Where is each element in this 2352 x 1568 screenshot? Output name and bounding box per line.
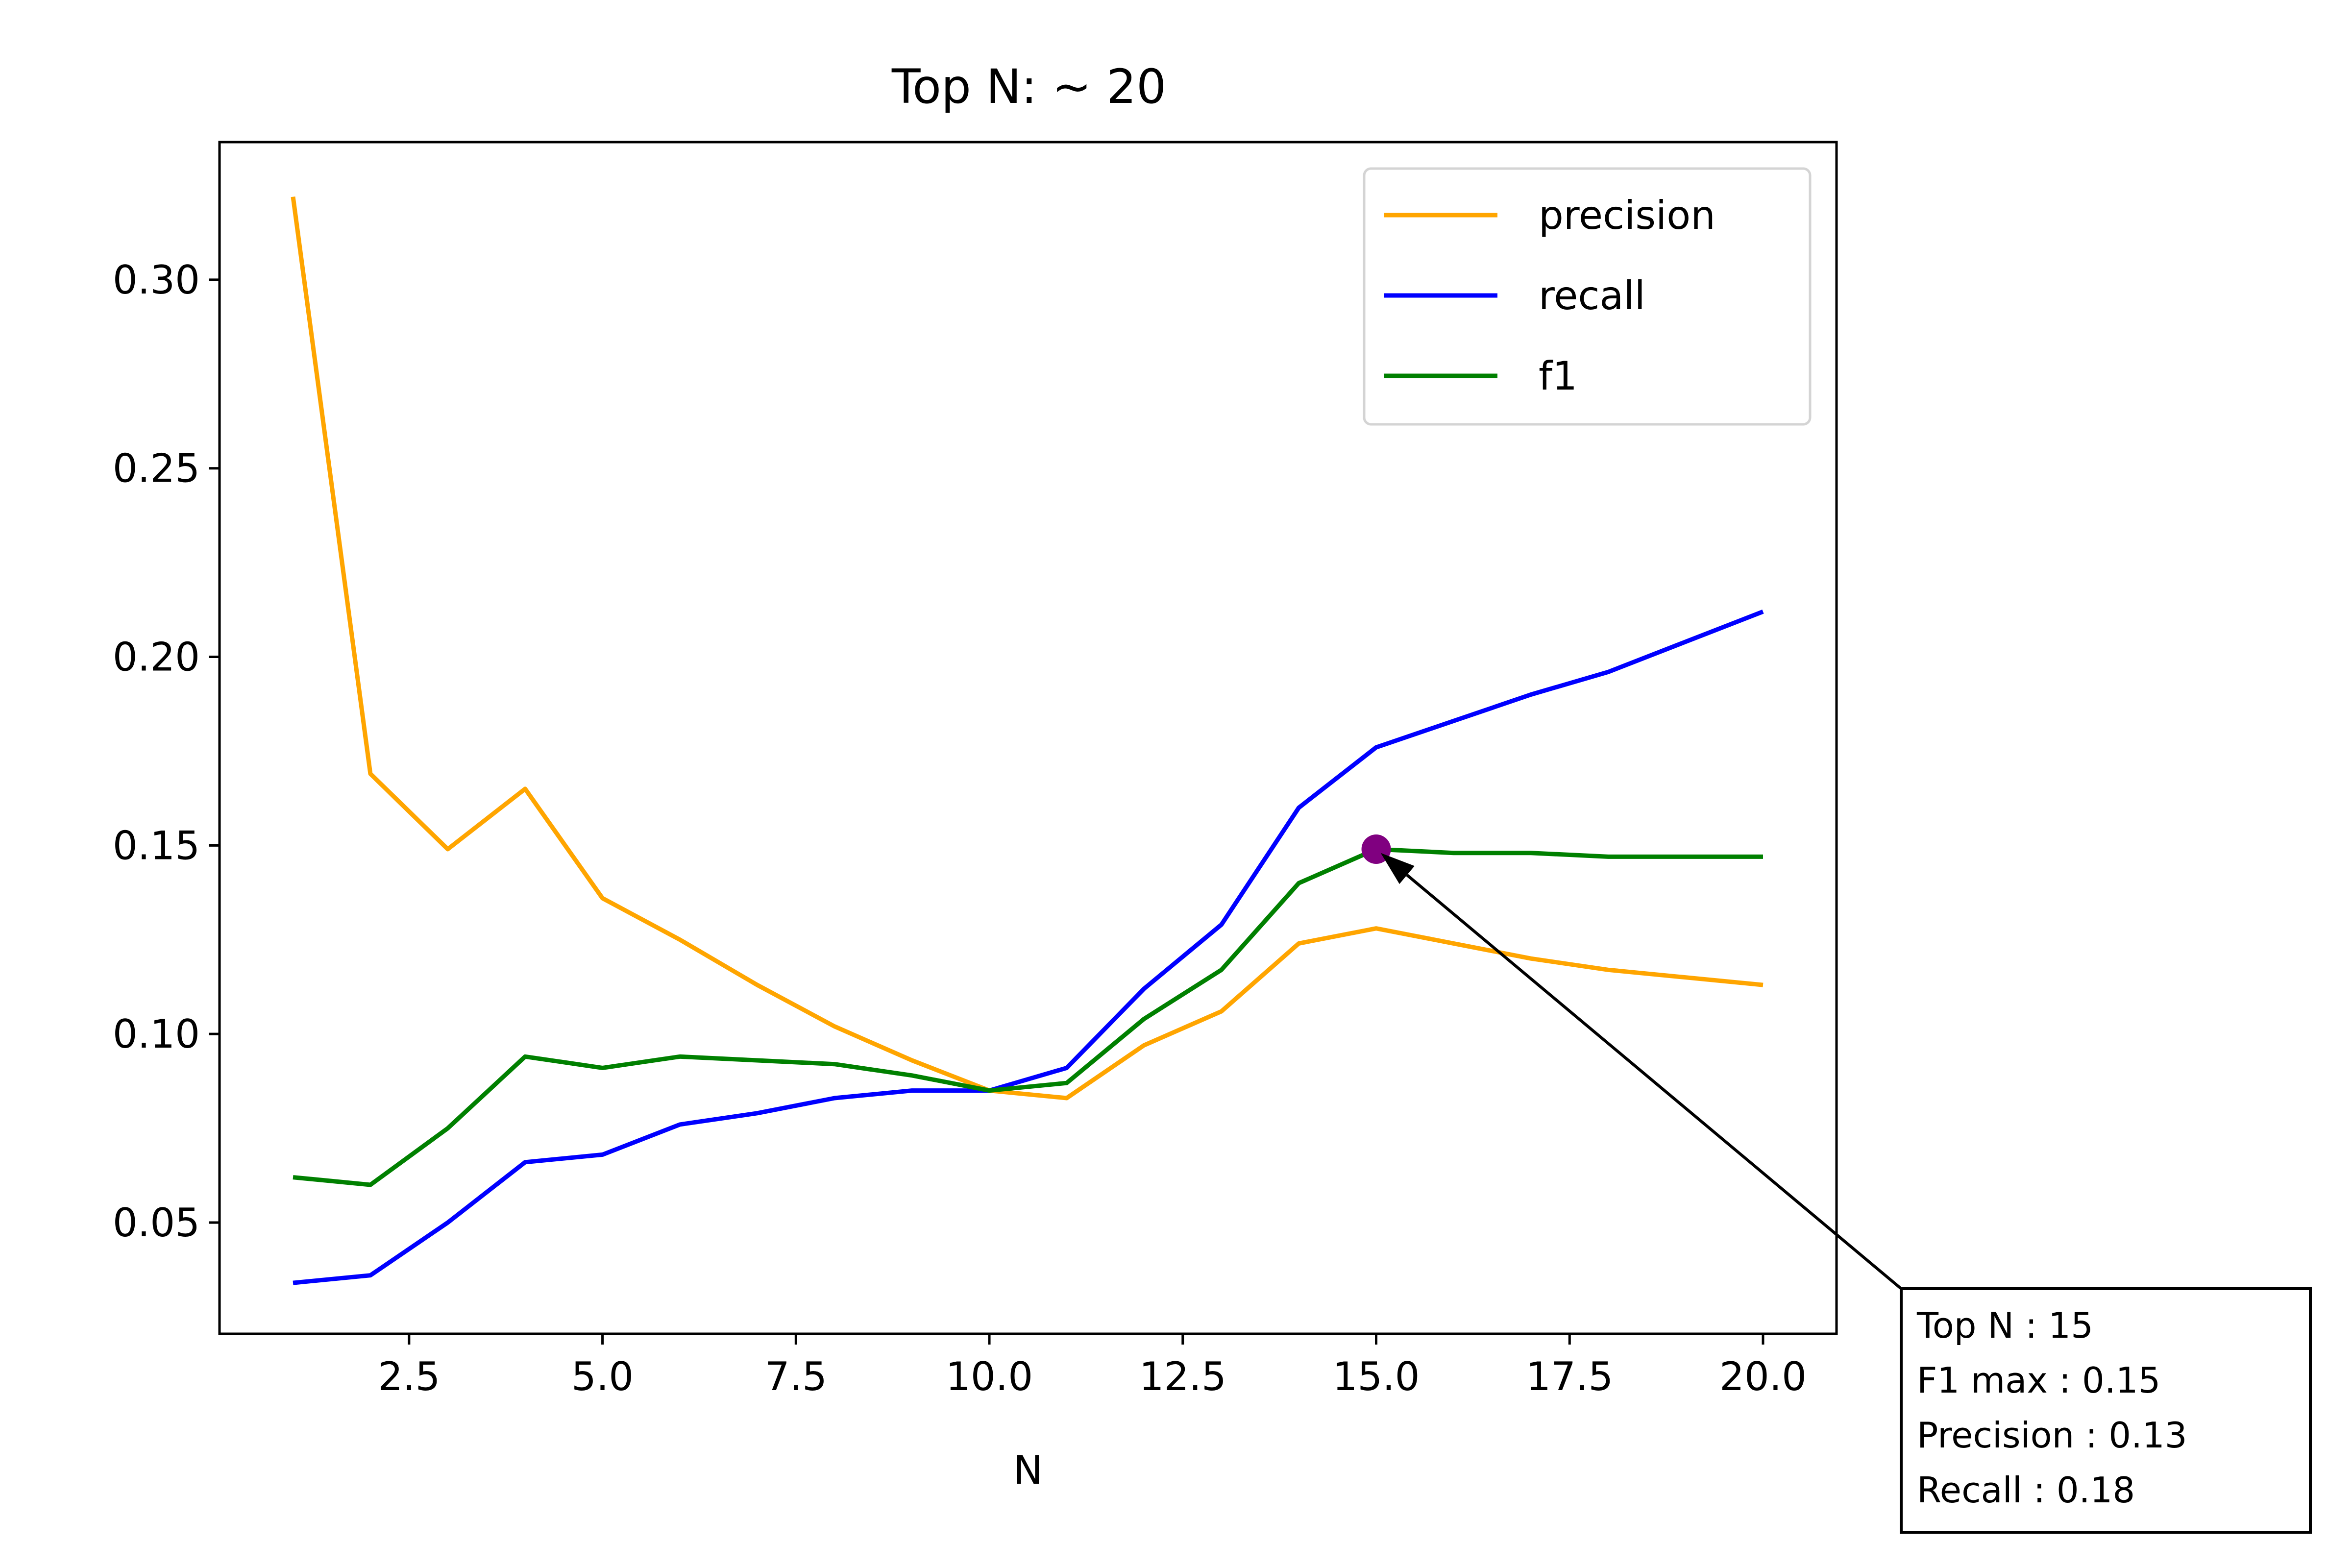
y-tick-label: 0.15 — [113, 823, 200, 868]
plot-area — [291, 196, 1764, 1285]
annotation-arrow-head — [1380, 853, 1415, 884]
legend-label-recall: recall — [1539, 273, 1645, 318]
plot-frame — [218, 141, 1838, 1335]
series-line-recall — [293, 610, 1764, 1285]
x-tick-label: 5.0 — [571, 1354, 634, 1399]
x-tick-label: 12.5 — [1139, 1354, 1226, 1399]
annotation-box — [1900, 1287, 2312, 1534]
x-tick-label: 15.0 — [1332, 1354, 1420, 1399]
series-line-precision — [291, 196, 1764, 1101]
annotation-line: Recall : 0.18 — [1917, 1470, 2135, 1511]
annotation-line: Top N : 15 — [1916, 1305, 2093, 1346]
y-axis: 0.05 0.10 0.15 0.20 0.25 0.30 — [113, 257, 220, 1246]
annotation-line: F1 max : 0.15 — [1917, 1360, 2160, 1401]
y-tick-label: 0.30 — [113, 257, 200, 303]
annotation-arrow-line — [1406, 874, 1902, 1290]
x-tick-label: 10.0 — [946, 1354, 1033, 1399]
x-tick-label: 17.5 — [1526, 1354, 1613, 1399]
x-axis: 2.5 5.0 7.5 10.0 12.5 15.0 17.5 20.0 — [378, 1334, 1807, 1399]
y-tick-label: 0.25 — [113, 446, 200, 491]
x-tick-label: 20.0 — [1719, 1354, 1807, 1399]
legend-label-f1: f1 — [1539, 353, 1577, 399]
y-tick-label: 0.10 — [113, 1011, 200, 1057]
y-tick-label: 0.20 — [113, 635, 200, 680]
legend-box — [1363, 167, 1812, 426]
x-axis-label: N — [1013, 1447, 1043, 1493]
annotation: Top N : 15 F1 max : 0.15 Precision : 0.13 R… — [1380, 853, 2312, 1534]
x-tick-label: 2.5 — [378, 1354, 440, 1399]
chart-title: Top N: ~ 20 — [891, 59, 1166, 114]
annotation-line: Precision : 0.13 — [1917, 1415, 2187, 1456]
y-tick-label: 0.05 — [113, 1200, 200, 1246]
legend-label-precision: precision — [1539, 193, 1715, 238]
x-tick-label: 7.5 — [765, 1354, 827, 1399]
series-line-f1 — [293, 847, 1763, 1187]
legend: precision recall f1 — [1363, 167, 1812, 426]
